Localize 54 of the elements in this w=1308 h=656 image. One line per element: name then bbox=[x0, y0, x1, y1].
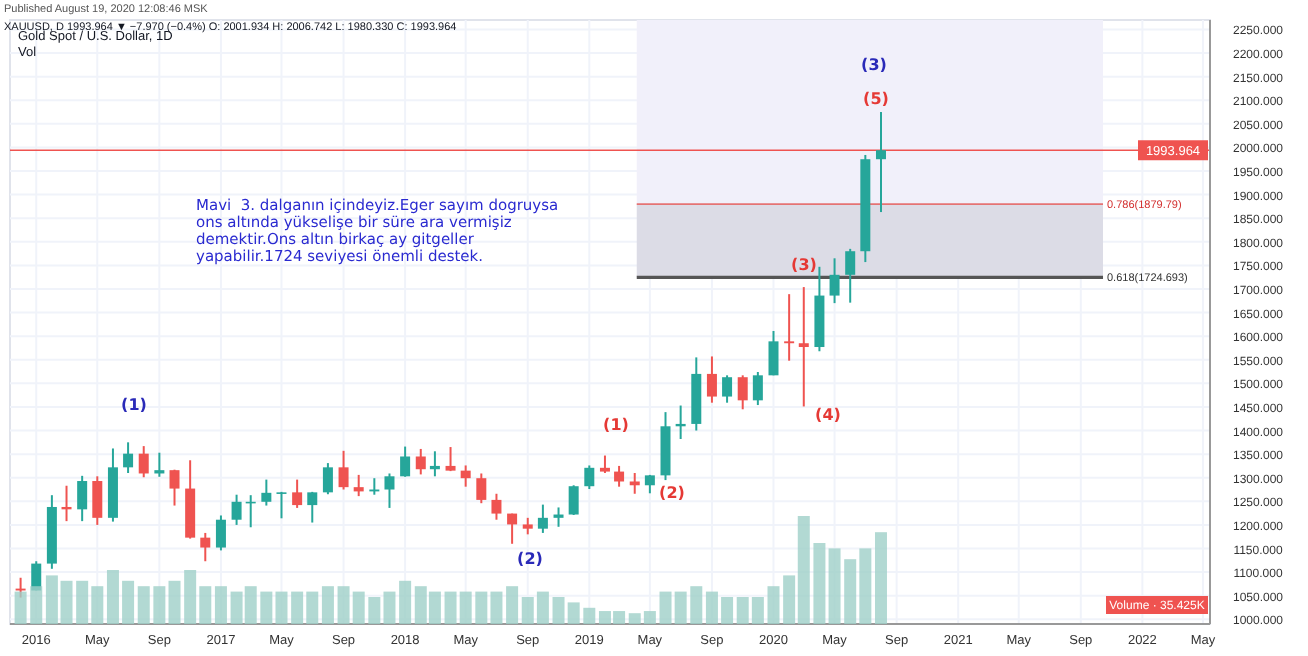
candlestick bbox=[706, 355, 717, 404]
candlestick bbox=[200, 531, 211, 563]
candlestick bbox=[77, 474, 88, 523]
bar bbox=[321, 586, 334, 624]
candlestick bbox=[784, 293, 795, 362]
candlestick bbox=[614, 464, 625, 488]
candlestick bbox=[445, 446, 456, 473]
bar bbox=[874, 532, 887, 624]
candlestick bbox=[154, 451, 165, 478]
candlestick bbox=[292, 478, 303, 509]
candlestick bbox=[353, 473, 364, 498]
candlestick bbox=[276, 490, 287, 520]
candlestick bbox=[415, 447, 426, 476]
annotation: (1) bbox=[121, 396, 147, 414]
candlestick bbox=[215, 514, 226, 552]
candlestick bbox=[768, 329, 779, 377]
candlestick bbox=[584, 464, 595, 491]
candlestick bbox=[169, 468, 180, 507]
candlestick bbox=[829, 257, 840, 305]
candlestick bbox=[400, 445, 411, 478]
candlestick bbox=[231, 493, 242, 526]
candlestick bbox=[491, 492, 502, 521]
candlestick bbox=[138, 445, 149, 479]
annotation: (2) bbox=[517, 550, 543, 568]
candlestick bbox=[261, 478, 272, 507]
candlestick bbox=[429, 450, 440, 478]
annotation: (3) bbox=[791, 256, 817, 274]
candlestick bbox=[798, 286, 809, 408]
candlestick bbox=[845, 247, 856, 304]
annotation: (2) bbox=[659, 484, 685, 502]
candlestick bbox=[568, 484, 579, 516]
candlestick bbox=[752, 371, 763, 407]
annotation: (1) bbox=[603, 416, 629, 434]
candlestick bbox=[476, 472, 487, 505]
candlestick bbox=[322, 462, 333, 496]
annotation: (4) bbox=[815, 406, 841, 424]
candlestick bbox=[553, 506, 564, 528]
candlestick bbox=[460, 464, 471, 488]
candlestick bbox=[338, 449, 349, 491]
annotation: (5) bbox=[863, 90, 889, 108]
candlestick bbox=[875, 111, 886, 214]
candlestick bbox=[722, 374, 733, 404]
candlestick bbox=[507, 512, 518, 545]
candlestick bbox=[384, 472, 395, 509]
bar bbox=[506, 586, 519, 624]
candlestick bbox=[737, 374, 748, 411]
candlestick bbox=[307, 490, 318, 524]
bar bbox=[214, 586, 227, 624]
bar bbox=[399, 580, 412, 624]
candlestick bbox=[92, 475, 103, 526]
candlestick bbox=[123, 441, 134, 474]
annotation: (3) bbox=[861, 56, 887, 74]
candlestick bbox=[537, 503, 548, 534]
candlestick bbox=[629, 472, 640, 495]
